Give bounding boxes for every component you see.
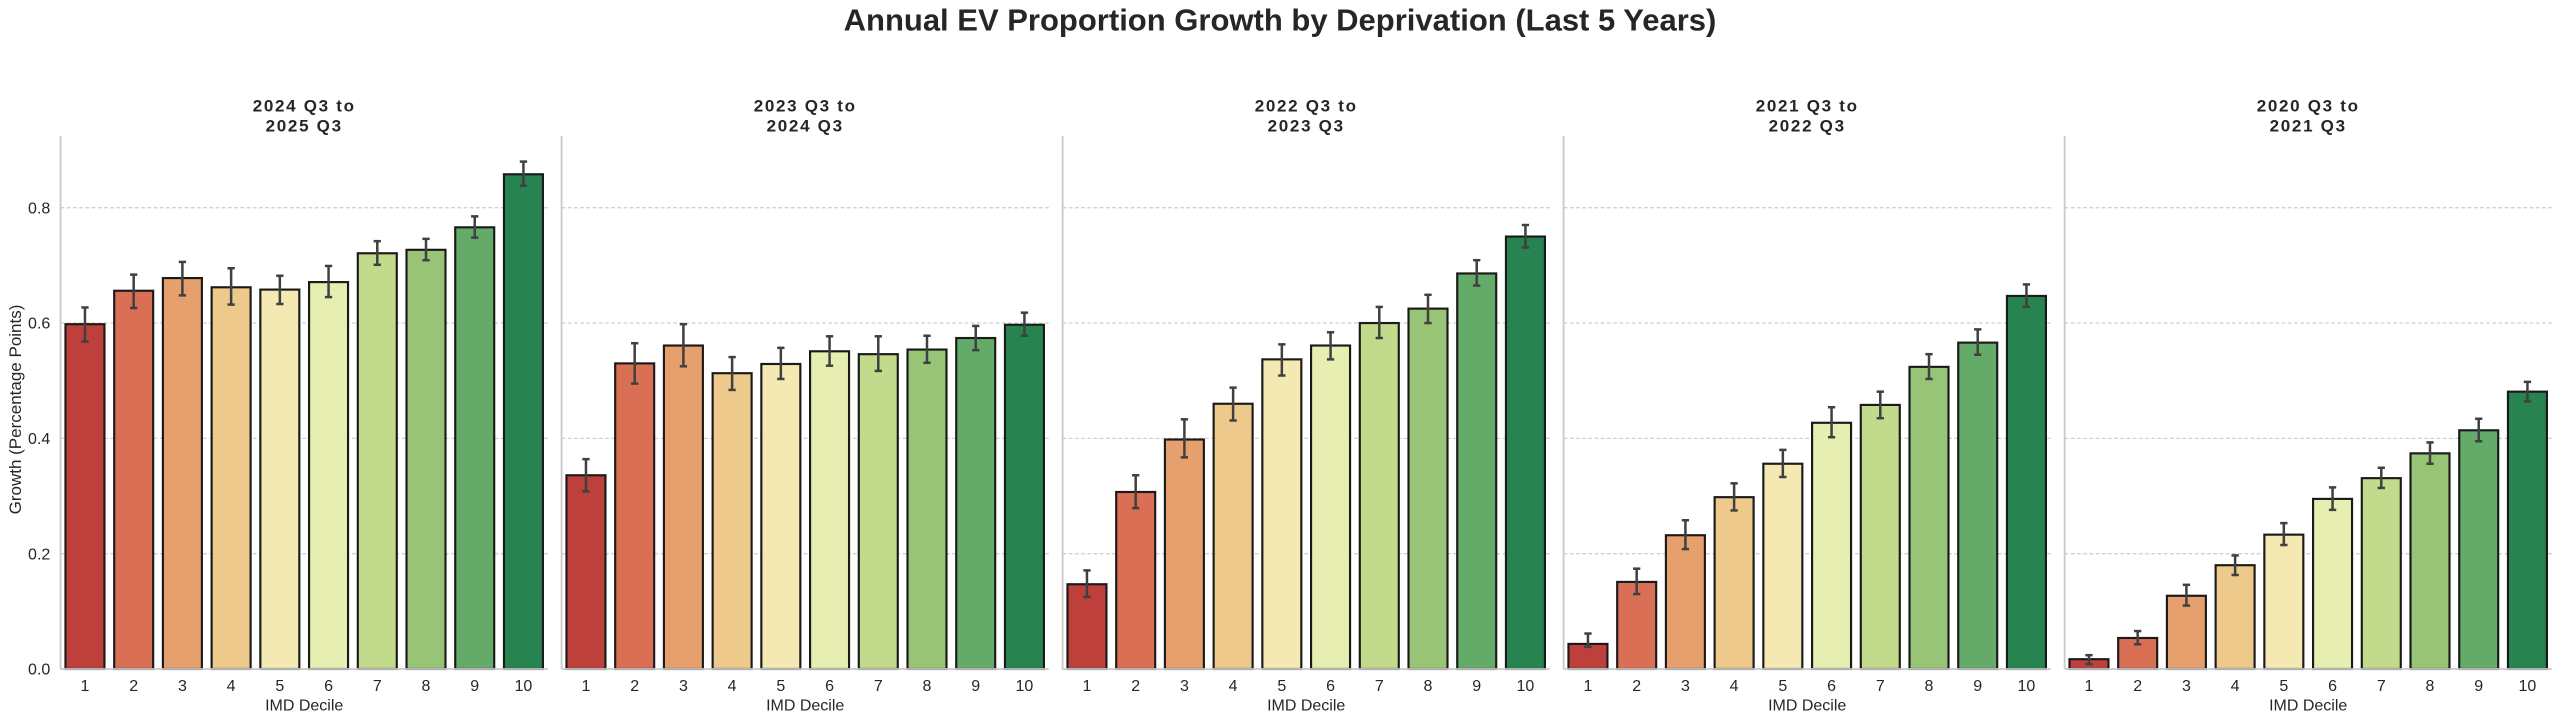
svg-text:5: 5 <box>1277 678 1286 695</box>
svg-text:0.2: 0.2 <box>28 546 50 563</box>
svg-text:1: 1 <box>81 678 90 695</box>
svg-text:1: 1 <box>1584 678 1593 695</box>
svg-text:Growth (Percentage Points): Growth (Percentage Points) <box>6 305 25 515</box>
svg-text:0.4: 0.4 <box>28 431 50 448</box>
svg-text:2022 Q3 to: 2022 Q3 to <box>1255 97 1358 116</box>
svg-text:3: 3 <box>1180 678 1189 695</box>
svg-text:10: 10 <box>2018 678 2036 695</box>
svg-text:3: 3 <box>1681 678 1690 695</box>
svg-text:3: 3 <box>2182 678 2191 695</box>
svg-text:0.8: 0.8 <box>28 200 50 217</box>
svg-text:8: 8 <box>1424 678 1433 695</box>
svg-text:2024 Q3 to: 2024 Q3 to <box>253 97 356 116</box>
svg-text:IMD Decile: IMD Decile <box>766 697 844 714</box>
svg-text:2023 Q3: 2023 Q3 <box>1268 117 1345 136</box>
svg-text:6: 6 <box>825 678 834 695</box>
svg-text:IMD Decile: IMD Decile <box>1267 697 1345 714</box>
svg-text:4: 4 <box>1229 678 1238 695</box>
svg-text:7: 7 <box>1375 678 1384 695</box>
svg-text:6: 6 <box>1326 678 1335 695</box>
svg-text:3: 3 <box>178 678 187 695</box>
svg-text:3: 3 <box>679 678 688 695</box>
svg-text:2024 Q3: 2024 Q3 <box>767 117 844 136</box>
svg-text:8: 8 <box>2426 678 2435 695</box>
svg-text:9: 9 <box>2474 678 2483 695</box>
svg-text:0.0: 0.0 <box>28 662 50 679</box>
svg-text:8: 8 <box>1925 678 1934 695</box>
svg-text:1: 1 <box>1083 678 1092 695</box>
svg-text:2: 2 <box>129 678 138 695</box>
svg-text:IMD Decile: IMD Decile <box>1768 697 1846 714</box>
svg-text:7: 7 <box>373 678 382 695</box>
svg-text:IMD Decile: IMD Decile <box>265 697 343 714</box>
svg-text:10: 10 <box>1517 678 1535 695</box>
svg-text:2: 2 <box>1632 678 1641 695</box>
svg-text:2: 2 <box>2133 678 2142 695</box>
svg-text:6: 6 <box>324 678 333 695</box>
svg-text:2021 Q3 to: 2021 Q3 to <box>1756 97 1859 116</box>
svg-text:8: 8 <box>422 678 431 695</box>
svg-text:7: 7 <box>1876 678 1885 695</box>
svg-text:5: 5 <box>2279 678 2288 695</box>
svg-text:7: 7 <box>874 678 883 695</box>
svg-text:2022 Q3: 2022 Q3 <box>1769 117 1846 136</box>
svg-text:Annual EV Proportion Growth by: Annual EV Proportion Growth by Deprivati… <box>844 3 1717 38</box>
svg-text:1: 1 <box>582 678 591 695</box>
svg-text:2: 2 <box>1131 678 1140 695</box>
svg-text:9: 9 <box>470 678 479 695</box>
svg-text:9: 9 <box>1973 678 1982 695</box>
svg-text:IMD Decile: IMD Decile <box>2269 697 2347 714</box>
svg-text:1: 1 <box>2085 678 2094 695</box>
svg-text:10: 10 <box>515 678 533 695</box>
svg-text:5: 5 <box>776 678 785 695</box>
svg-text:5: 5 <box>275 678 284 695</box>
svg-text:10: 10 <box>1016 678 1034 695</box>
svg-text:2: 2 <box>630 678 639 695</box>
svg-text:4: 4 <box>227 678 236 695</box>
svg-text:7: 7 <box>2377 678 2386 695</box>
svg-text:6: 6 <box>1827 678 1836 695</box>
svg-text:2025 Q3: 2025 Q3 <box>266 117 343 136</box>
svg-text:0.6: 0.6 <box>28 316 50 333</box>
svg-text:4: 4 <box>2231 678 2240 695</box>
svg-text:2021 Q3: 2021 Q3 <box>2270 117 2347 136</box>
svg-text:2023 Q3 to: 2023 Q3 to <box>754 97 857 116</box>
svg-text:2020 Q3 to: 2020 Q3 to <box>2257 97 2360 116</box>
svg-text:8: 8 <box>923 678 932 695</box>
svg-text:4: 4 <box>728 678 737 695</box>
svg-text:9: 9 <box>971 678 980 695</box>
svg-text:4: 4 <box>1730 678 1739 695</box>
svg-text:10: 10 <box>2519 678 2537 695</box>
svg-text:5: 5 <box>1778 678 1787 695</box>
svg-text:6: 6 <box>2328 678 2337 695</box>
svg-text:9: 9 <box>1472 678 1481 695</box>
